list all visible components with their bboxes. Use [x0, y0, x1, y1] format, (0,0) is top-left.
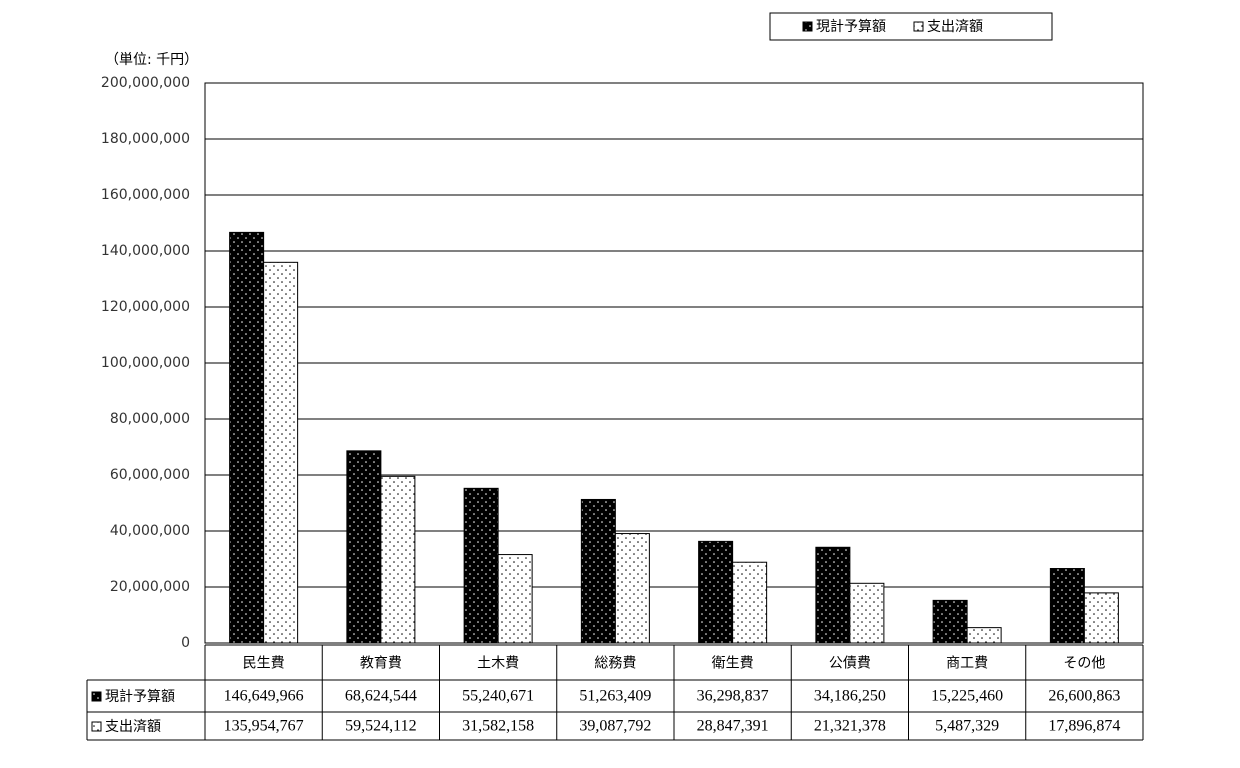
x-tick-label: 衛生費 — [712, 656, 754, 672]
legend-marker — [913, 21, 924, 32]
value-label: 21,321,378 — [814, 718, 886, 735]
value-label: 31,582,158 — [462, 718, 534, 735]
bar — [229, 231, 265, 644]
value-label: 34,186,250 — [814, 688, 886, 705]
value-label: 26,600,863 — [1048, 688, 1120, 705]
y-tick-label: 160,000,000 — [101, 187, 190, 203]
bar — [932, 599, 968, 644]
bar — [463, 487, 499, 644]
value-label: 5,487,329 — [935, 718, 999, 735]
value-label: 55,240,671 — [462, 688, 534, 705]
x-tick-label: 土木費 — [477, 656, 519, 672]
bar — [966, 627, 1002, 644]
table-legend-marker — [91, 691, 102, 702]
bar — [614, 533, 650, 644]
value-label: 59,524,112 — [345, 718, 416, 735]
bar — [346, 450, 382, 644]
value-label: 39,087,792 — [579, 718, 651, 735]
y-tick-label: 120,000,000 — [101, 299, 190, 315]
bar — [263, 261, 299, 644]
bar — [849, 582, 885, 644]
table-legend-marker — [91, 721, 102, 732]
value-label: 36,298,837 — [697, 688, 769, 705]
x-tick-label: 教育費 — [360, 656, 402, 672]
value-label: 68,624,544 — [345, 688, 417, 705]
bar — [580, 498, 616, 644]
legend-label: 支出済額 — [927, 19, 983, 35]
y-tick-label: 200,000,000 — [101, 75, 190, 91]
unit-label: （単位: 千円） — [105, 52, 198, 68]
y-tick-label: 100,000,000 — [101, 355, 190, 371]
value-label: 135,954,767 — [224, 718, 304, 735]
y-tick-label: 20,000,000 — [110, 579, 190, 595]
series-label: 現計予算額 — [105, 689, 175, 705]
x-tick-label: 総務費 — [594, 656, 636, 672]
bar — [380, 475, 416, 644]
x-tick-label: 民生費 — [243, 656, 285, 672]
bar — [732, 561, 768, 644]
bar — [698, 540, 734, 644]
bar — [815, 546, 851, 644]
legend-label: 現計予算額 — [816, 19, 886, 35]
value-label: 17,896,874 — [1048, 718, 1120, 735]
y-tick-label: 40,000,000 — [110, 523, 190, 539]
series-label: 支出済額 — [105, 719, 161, 735]
bar — [1049, 568, 1085, 644]
legend-box — [769, 12, 1053, 41]
legend-marker — [802, 21, 813, 32]
bar — [1083, 592, 1119, 644]
y-tick-label: 0 — [181, 635, 190, 651]
value-label: 28,847,391 — [697, 718, 769, 735]
y-tick-label: 180,000,000 — [101, 131, 190, 147]
y-tick-label: 60,000,000 — [110, 467, 190, 483]
value-label: 146,649,966 — [224, 688, 304, 705]
y-tick-label: 140,000,000 — [101, 243, 190, 259]
x-tick-label: 公債費 — [829, 656, 871, 672]
y-tick-label: 80,000,000 — [110, 411, 190, 427]
value-label: 15,225,460 — [931, 688, 1003, 705]
x-tick-label: その他 — [1063, 656, 1105, 672]
x-tick-label: 商工費 — [946, 656, 988, 672]
value-label: 51,263,409 — [579, 688, 651, 705]
bar — [497, 554, 533, 644]
